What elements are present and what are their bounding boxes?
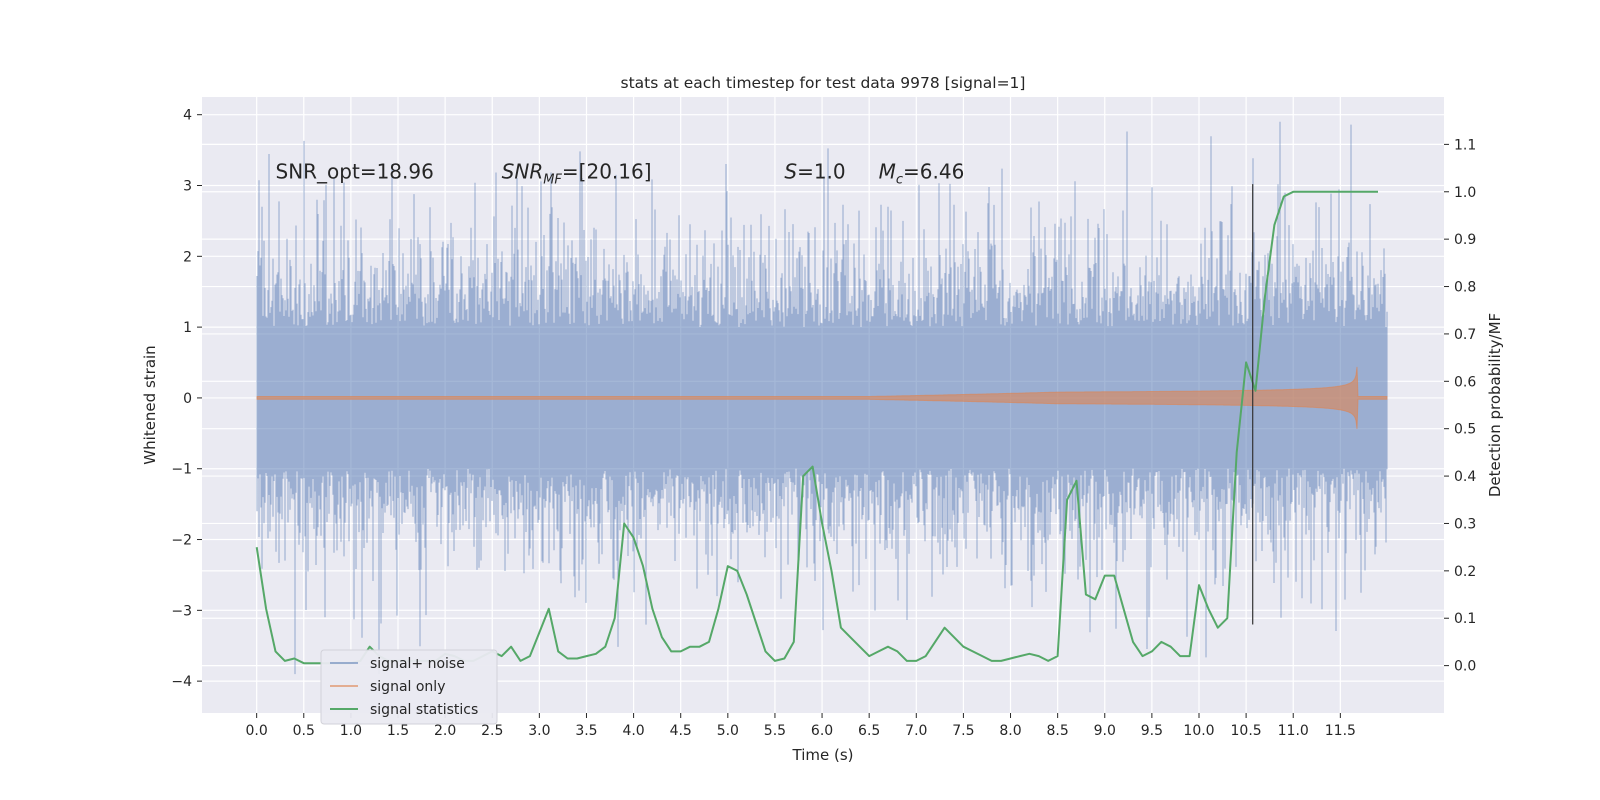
x-tick-label: 0.5 bbox=[293, 723, 315, 739]
x-tick-label: 3.5 bbox=[575, 723, 597, 739]
y2-tick-label: 0.6 bbox=[1454, 374, 1476, 390]
y-tick-label: 2 bbox=[183, 249, 192, 265]
y-tick-label: 1 bbox=[183, 320, 192, 336]
x-tick-label: 4.5 bbox=[670, 723, 692, 739]
x-tick-label: 10.5 bbox=[1231, 723, 1262, 739]
annotation-1: SNRMF=[20.16] bbox=[502, 159, 652, 187]
legend: signal+ noise signal only signal statist… bbox=[320, 649, 498, 725]
x-tick-label: 8.5 bbox=[1047, 723, 1069, 739]
annotation-3: Mc=6.46 bbox=[879, 159, 965, 187]
x-tick-label: 7.0 bbox=[905, 723, 927, 739]
x-tick-label: 3.0 bbox=[528, 723, 550, 739]
legend-label-stats: signal statistics bbox=[370, 702, 478, 718]
y-tick-label: −2 bbox=[171, 533, 192, 549]
y-tick-label: −1 bbox=[171, 462, 192, 478]
x-tick-label: 5.5 bbox=[764, 723, 786, 739]
x-tick-label: 11.5 bbox=[1325, 723, 1356, 739]
annotation-0: SNR_opt=18.96 bbox=[276, 159, 434, 183]
annotations: SNR_opt=18.96 SNRMF=[20.16] S=1.0 Mc=6.46 bbox=[276, 159, 965, 187]
y2-axis-label: Detection probability/MF bbox=[1486, 313, 1504, 497]
x-tick-label: 7.5 bbox=[952, 723, 974, 739]
y2-tick-label: 0.0 bbox=[1454, 659, 1476, 675]
x-tick-label: 1.5 bbox=[387, 723, 409, 739]
annotation-2: S=1.0 bbox=[784, 159, 845, 183]
x-tick-label: 6.0 bbox=[811, 723, 833, 739]
y2-tick-label: 0.3 bbox=[1454, 516, 1476, 532]
x-tick-label: 11.0 bbox=[1278, 723, 1309, 739]
y2-tick-label: 0.5 bbox=[1454, 422, 1476, 438]
y2-axis-ticks: 1.1 1.0 0.9 0.8 0.7 0.6 0.5 0.4 0.3 0.2 0.1 0.0 bbox=[1444, 137, 1476, 675]
y2-tick-label: 1.1 bbox=[1454, 137, 1476, 153]
x-tick-label: 0.0 bbox=[246, 723, 268, 739]
x-tick-label: 8.0 bbox=[999, 723, 1021, 739]
y2-tick-label: 0.8 bbox=[1454, 280, 1476, 296]
x-tick-label: 9.0 bbox=[1094, 723, 1116, 739]
y2-tick-label: 0.4 bbox=[1454, 469, 1476, 485]
x-axis-ticks: 0.0 0.5 1.0 1.5 2.0 2.5 3.0 3.5 4.0 4.5 5.0 5.5 6.0 6… bbox=[246, 713, 1356, 739]
chart-title: stats at each timestep for test data 997… bbox=[621, 74, 1026, 92]
y2-tick-label: 0.7 bbox=[1454, 327, 1476, 343]
y2-tick-label: 0.2 bbox=[1454, 564, 1476, 580]
y-tick-label: 4 bbox=[183, 108, 192, 124]
x-tick-label: 9.5 bbox=[1141, 723, 1163, 739]
y-axis-label: Whitened strain bbox=[141, 345, 159, 464]
y-tick-label: −3 bbox=[171, 603, 192, 619]
y-tick-label: 3 bbox=[183, 179, 192, 195]
series-signal-only bbox=[256, 366, 1388, 429]
y-axis-ticks: 4 3 2 1 0 −1 −2 −3 −4 bbox=[171, 108, 202, 690]
x-tick-label: 1.0 bbox=[340, 723, 362, 739]
y-tick-label: −4 bbox=[171, 674, 192, 690]
y2-tick-label: 0.1 bbox=[1454, 611, 1476, 627]
x-tick-label: 2.5 bbox=[481, 723, 503, 739]
x-tick-label: 2.0 bbox=[434, 723, 456, 739]
signal-trace bbox=[256, 366, 1388, 429]
x-tick-label: 4.0 bbox=[622, 723, 644, 739]
x-axis-label: Time (s) bbox=[792, 746, 854, 764]
y-tick-label: 0 bbox=[183, 391, 192, 407]
y2-tick-label: 1.0 bbox=[1454, 185, 1476, 201]
legend-label-noise: signal+ noise bbox=[370, 656, 465, 672]
x-tick-label: 5.0 bbox=[717, 723, 739, 739]
legend-box bbox=[320, 649, 498, 725]
x-tick-label: 6.5 bbox=[858, 723, 880, 739]
x-tick-label: 10.0 bbox=[1183, 723, 1214, 739]
legend-label-signal: signal only bbox=[370, 679, 445, 695]
y2-tick-label: 0.9 bbox=[1454, 232, 1476, 248]
